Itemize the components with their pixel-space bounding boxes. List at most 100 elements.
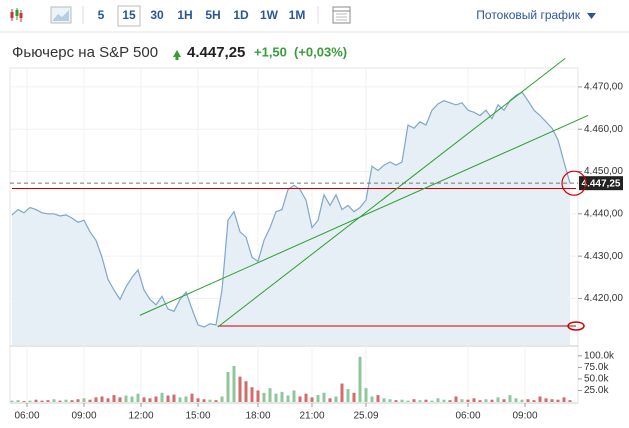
volume-bar [136,393,140,402]
trendline [217,57,566,328]
volume-bar [370,396,374,402]
y-tick-label: 4.470,00 [584,82,623,93]
change: +1,50 [254,44,287,59]
price-area [12,92,570,345]
stream-link[interactable]: Потоковый график [476,8,580,22]
volume-bar [430,400,434,402]
volume-bar [520,399,524,402]
volume-bar [58,400,62,402]
volume-bar [310,397,314,402]
volume-bar [226,372,230,402]
interval-button[interactable]: 1M [289,8,306,22]
volume-bar [292,390,296,402]
volume-bar [82,398,86,402]
volume-bar [160,392,164,402]
volume-bar [94,397,98,402]
volume-bar [232,366,236,402]
price-line [11,91,571,328]
last-price-label: 4.447,25 [582,178,621,189]
dropdown-arrow[interactable] [587,13,596,19]
y-tick-label: 4.460,00 [584,124,623,135]
volume-bar [22,401,26,402]
interval-button[interactable]: 5H [205,8,220,22]
x-tick-label: 18:00 [245,411,270,422]
area-icon[interactable] [50,6,72,24]
interval-button[interactable]: 15 [122,8,136,22]
volume-bar [262,392,266,402]
header: Фьючерс на S&P 500 4.447,25 +1,50 (+0,03… [12,44,347,61]
volume-bar [478,400,482,402]
volume-bar [346,389,350,402]
volume-bar [250,387,254,402]
volume-bar [514,398,518,402]
x-tick-label: 12:00 [128,411,153,422]
y-tick-label: 4.450,00 [584,166,623,177]
volume-bar [214,400,218,402]
y-tick-label: 4.440,00 [584,208,623,219]
volume-tick-label: 50.0k [584,374,609,385]
volume-bar [490,399,494,402]
x-tick-label: 25.09 [353,411,378,422]
x-tick-label: 15:00 [185,411,210,422]
volume-bar [190,393,194,402]
trendline [139,115,589,316]
volume-bar [40,400,44,402]
volume-bar [382,398,386,402]
volume-bar [64,399,68,402]
volume-bar [16,400,20,402]
volume-bar [178,397,182,402]
settings-icon[interactable] [332,6,351,24]
volume-bar [562,397,566,402]
volume-bar [166,395,170,402]
y-tick-label: 4.420,00 [584,293,623,304]
volume-bar [352,392,356,402]
volume-bar [412,399,416,402]
volume-bar [52,399,56,402]
volume-bar [394,400,398,402]
volume-bar [100,396,104,402]
interval-button[interactable]: 1W [260,8,279,22]
interval-button[interactable]: 30 [150,8,164,22]
volume-bar [340,383,344,402]
volume-bar [466,399,470,402]
volume-bar [274,393,278,402]
volume-bar [304,393,308,402]
volume-bar [526,399,530,402]
volume-bar [550,399,554,402]
volume-bar [376,395,380,402]
change-pct: (+0,03%) [294,44,347,59]
volume-bar [532,400,536,402]
volume-bar [256,390,260,402]
volume-bar [280,391,284,402]
volume-bar [208,399,212,402]
volume-bar [238,376,242,402]
interval-button[interactable]: 1D [233,8,249,22]
volume-bar [148,398,152,402]
volume-bar [202,399,206,402]
volume-bar [316,395,320,402]
volume-bar [538,396,542,402]
volume-bar [124,395,128,402]
volume-bar [388,399,392,402]
volume-bar [154,396,158,402]
volume-bar [508,395,512,402]
volume-bar [298,396,302,402]
volume-bar [460,399,464,402]
volume-bar [70,400,74,402]
interval-button[interactable]: 5 [98,8,105,22]
volume-bar [358,356,362,402]
volume-bar [496,397,500,402]
level-handle [567,321,585,331]
interval-button[interactable]: 1H [177,8,192,22]
volume-bar [568,400,572,402]
volume-bar [268,388,272,402]
volume-bar [196,398,200,402]
volume-bar [106,398,110,402]
last-price-box [579,176,623,191]
x-tick-label: 06:00 [455,411,480,422]
volume-bar [112,395,116,402]
volume-bar [436,398,440,402]
volume-bar [406,400,410,402]
volume-bar [454,396,458,402]
